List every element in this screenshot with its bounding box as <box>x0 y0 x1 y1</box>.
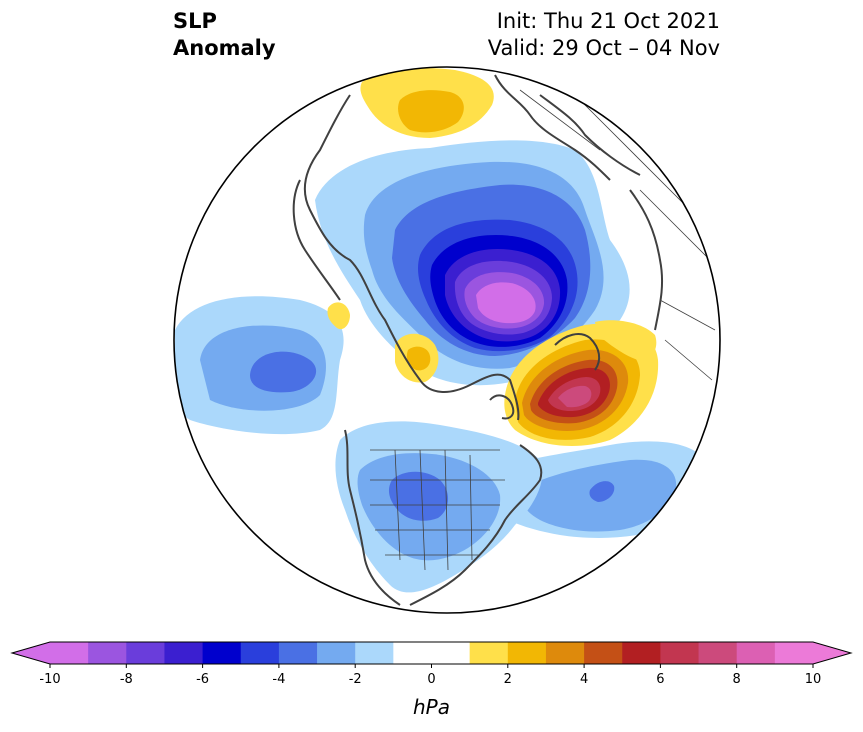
map-boundary <box>173 66 721 614</box>
init-date: Init: Thu 21 Oct 2021 <box>496 9 720 33</box>
colorbar-segment <box>240 642 280 664</box>
polar-anomaly-map <box>173 66 721 614</box>
colorbar-tick-label: 2 <box>504 672 512 687</box>
colorbar-tick-label: 0 <box>427 672 435 687</box>
colorbar-segment <box>545 642 585 664</box>
political-borders <box>370 79 716 571</box>
colorbar-tick-label: 6 <box>656 672 664 687</box>
colorbar-segment <box>698 642 738 664</box>
colorbar-segment <box>317 642 356 664</box>
beaufort-high <box>395 333 439 383</box>
colorbar-segment <box>278 642 318 664</box>
colorbar-segment <box>126 642 165 664</box>
colorbar-segments <box>10 641 853 665</box>
kara-high <box>360 68 494 138</box>
colorbar-segment <box>584 642 623 664</box>
colorbar-tick-label: -8 <box>120 672 133 687</box>
colorbar-segment <box>50 642 89 664</box>
colorbar-segment <box>774 642 814 664</box>
colorbar-extend-low <box>12 642 50 664</box>
colorbar-tick-label: 10 <box>805 672 822 687</box>
colorbar-tick-label: -2 <box>349 672 362 687</box>
colorbar-segment <box>355 642 394 664</box>
map-title: SLP Anomaly <box>173 8 276 62</box>
valid-dates: Valid: 29 Oct – 04 Nov <box>487 36 720 60</box>
forecast-dates: Init: Thu 21 Oct 2021 Valid: 29 Oct – 04… <box>488 8 720 62</box>
colorbar-segment <box>202 642 242 664</box>
aleutian-low <box>175 296 344 435</box>
colorbar-segment <box>736 642 776 664</box>
colorbar-segment <box>88 642 127 664</box>
coastlines <box>292 74 664 606</box>
colorbar-tick-label: -6 <box>196 672 209 687</box>
title-line-2: Anomaly <box>173 36 276 60</box>
colorbar-segment <box>622 642 661 664</box>
colorbar-ticks: -10 -8 -6 -4 -2 0 2 4 6 8 10 <box>39 664 821 687</box>
colorbar: -10 -8 -6 -4 -2 0 2 4 6 8 10 <box>10 641 853 687</box>
colorbar-segment <box>164 642 204 664</box>
colorbar-extend-high <box>813 642 851 664</box>
arctic-low <box>315 140 630 386</box>
colorbar-segment <box>507 642 547 664</box>
colorbar-tick-label: 4 <box>580 672 588 687</box>
title-line-1: SLP <box>173 9 217 33</box>
colorbar-segment <box>431 642 471 664</box>
colorbar-segment <box>469 642 509 664</box>
greenland-high <box>504 320 659 446</box>
colorbar-tick-label: -4 <box>272 672 285 687</box>
colorbar-segment <box>393 642 432 664</box>
colorbar-segment <box>660 642 700 664</box>
colorbar-tick-label: -10 <box>39 672 60 687</box>
pacific-high-small <box>327 302 350 330</box>
colorbar-unit-label: hPa <box>413 695 450 719</box>
colorbar-tick-label: 8 <box>733 672 741 687</box>
